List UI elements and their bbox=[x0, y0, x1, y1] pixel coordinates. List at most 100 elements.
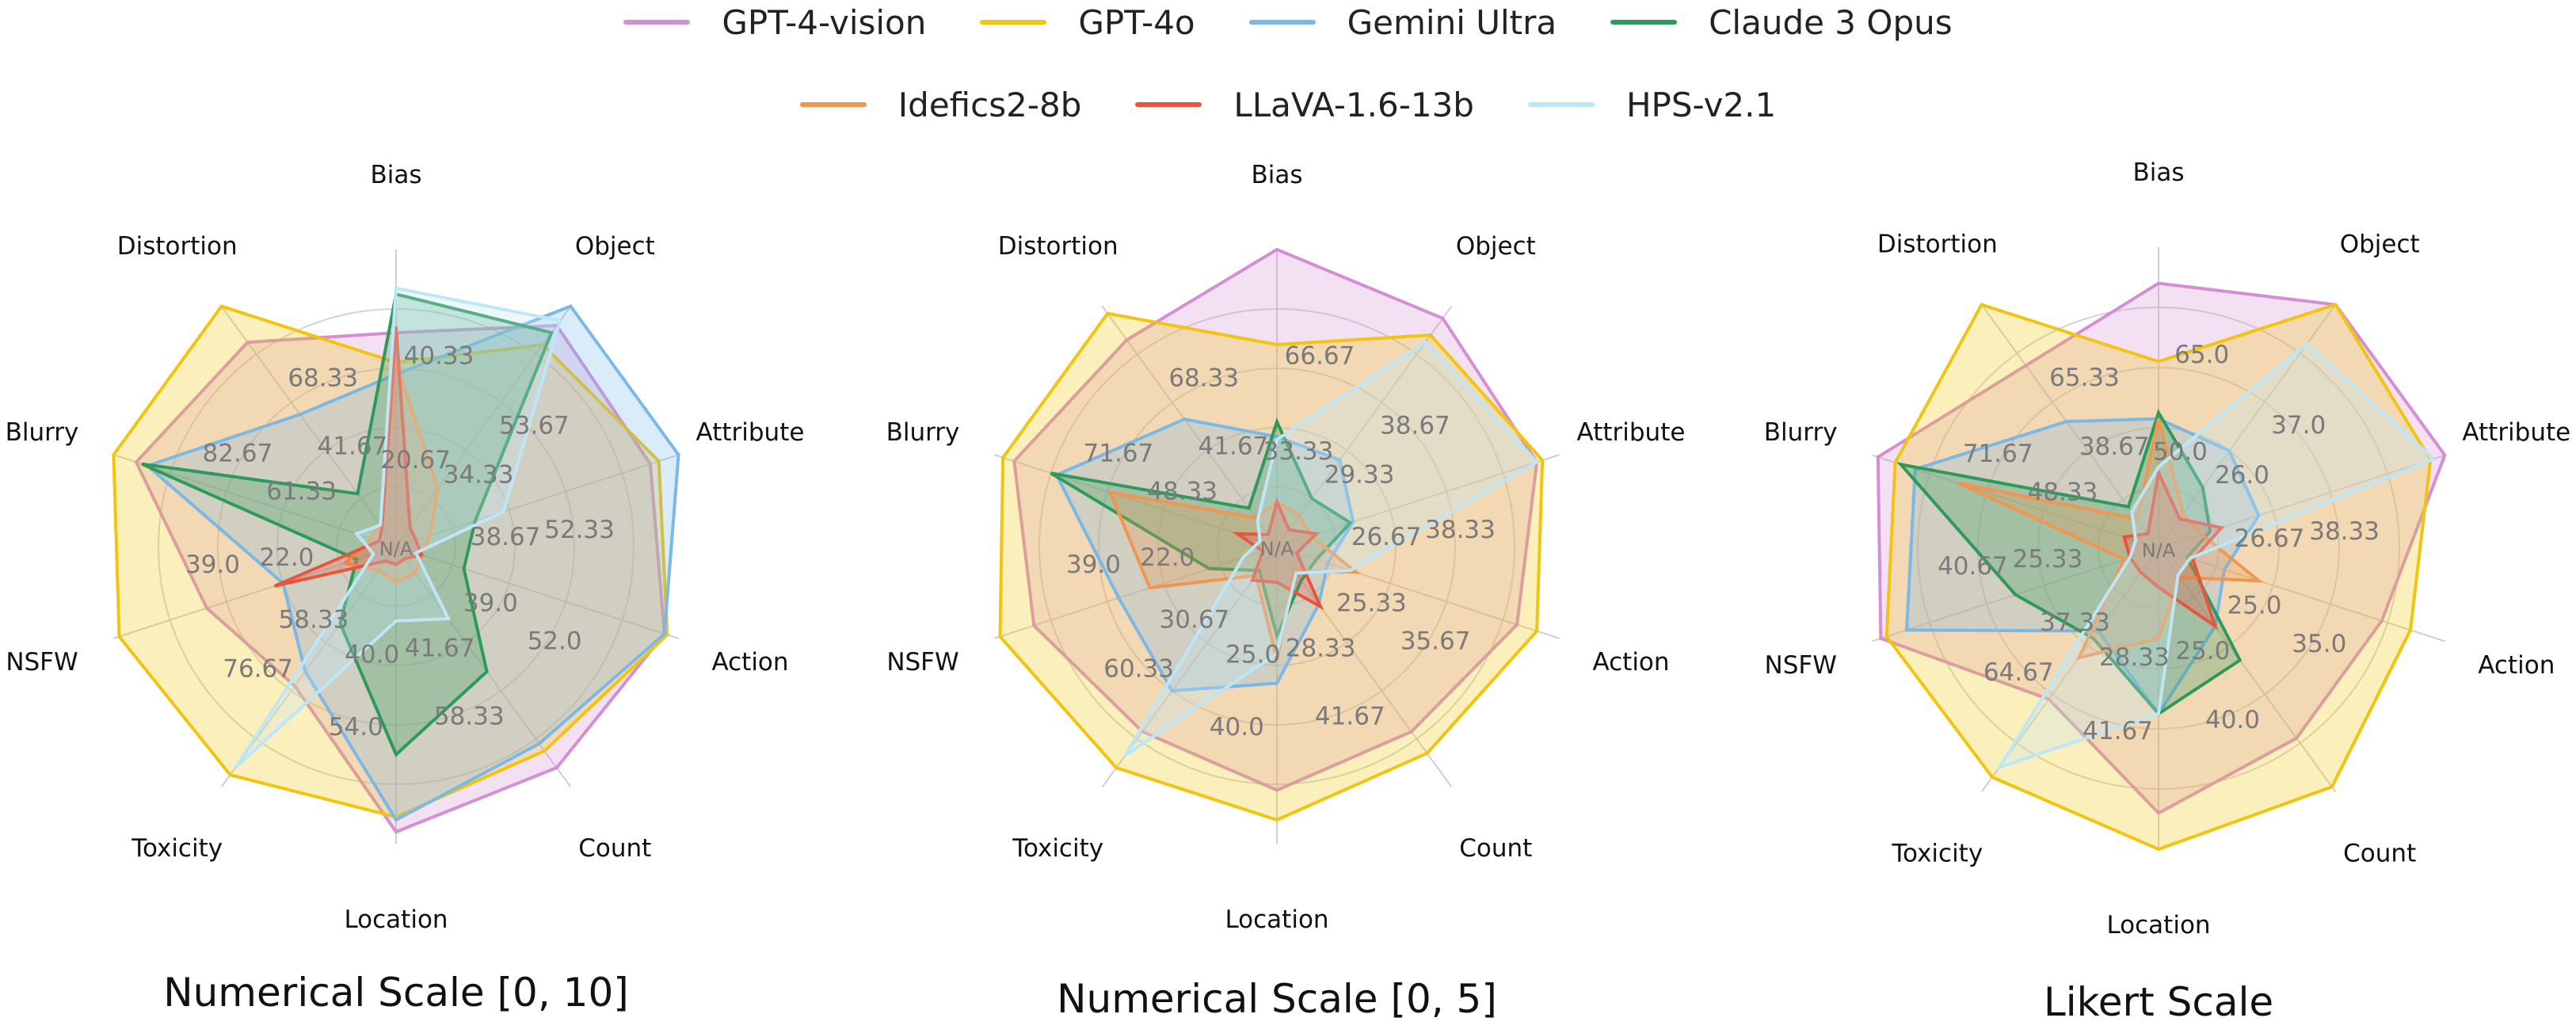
value-label: 38.33 bbox=[1425, 516, 1496, 544]
axis-spoke bbox=[395, 546, 572, 787]
value-label: 39.0 bbox=[185, 551, 240, 579]
axis-spoke bbox=[113, 546, 397, 639]
category-label: Toxicity bbox=[1012, 834, 1103, 863]
value-label: 25.0 bbox=[2175, 637, 2230, 665]
value-label: 28.33 bbox=[1286, 634, 1356, 662]
value-label: N/A bbox=[379, 538, 413, 560]
legend-label: Claude 3 Opus bbox=[1709, 2, 1953, 42]
value-label: 60.33 bbox=[1103, 655, 1174, 684]
value-label: 26.67 bbox=[1351, 523, 1422, 551]
value-label: 25.33 bbox=[1336, 589, 1407, 618]
category-label: Action bbox=[1592, 648, 1669, 677]
value-label: 48.33 bbox=[1147, 477, 1218, 505]
series-polygon bbox=[1884, 303, 2433, 852]
legend-item: GPT-4-vision bbox=[623, 3, 926, 42]
axis-spoke bbox=[395, 546, 679, 639]
chart-title: Numerical Scale [0, 10] bbox=[163, 970, 629, 1016]
value-label: 25.33 bbox=[2013, 545, 2083, 574]
legend-swatch bbox=[623, 20, 691, 25]
value-label: 30.67 bbox=[1160, 606, 1230, 635]
category-label: Bias bbox=[2132, 158, 2184, 187]
radar-chart: Bias Object Attribute Action Count Location To… bbox=[6, 161, 805, 1016]
value-label: 58.33 bbox=[279, 606, 349, 635]
value-label: 40.0 bbox=[345, 640, 399, 669]
legend-row-2: Idefics2-8b LLaVA-1.6-13b HPS-v2.1 bbox=[0, 82, 2576, 127]
series-polygon bbox=[1876, 281, 2447, 815]
value-label: 39.0 bbox=[1066, 551, 1121, 579]
category-label: Count bbox=[578, 834, 651, 863]
axis-spoke bbox=[994, 546, 1278, 639]
category-label: Bias bbox=[1251, 161, 1302, 189]
category-label: Count bbox=[2343, 839, 2416, 867]
value-label: 25.0 bbox=[2227, 592, 2281, 620]
category-label: Object bbox=[575, 232, 655, 261]
value-label: 52.0 bbox=[528, 627, 582, 655]
series-polygon bbox=[273, 326, 424, 588]
value-label: 41.67 bbox=[2083, 717, 2153, 745]
legend-label: LLaVA-1.6-13b bbox=[1233, 85, 1474, 124]
category-label: Bias bbox=[370, 161, 421, 189]
value-label: 58.33 bbox=[434, 702, 505, 730]
value-label: 38.33 bbox=[2309, 517, 2380, 546]
series-polygon bbox=[341, 361, 440, 585]
value-label: 28.33 bbox=[2099, 643, 2170, 672]
legend-swatch bbox=[799, 102, 867, 107]
category-label: Count bbox=[1459, 834, 1532, 863]
legend-label: Gemini Ultra bbox=[1347, 2, 1557, 42]
value-label: 82.67 bbox=[203, 440, 273, 468]
legend-item: Idefics2-8b bbox=[799, 86, 1081, 124]
category-label: Object bbox=[1456, 232, 1536, 261]
legend-label: GPT-4-vision bbox=[722, 2, 927, 42]
axis-spoke bbox=[113, 454, 397, 547]
value-label: 50.0 bbox=[2153, 438, 2208, 467]
category-label: Distortion bbox=[998, 232, 1118, 261]
category-label: Object bbox=[2340, 231, 2420, 259]
category-label: NSFW bbox=[6, 648, 78, 677]
value-label: 26.0 bbox=[2215, 461, 2269, 490]
value-label: 38.67 bbox=[471, 523, 541, 551]
radar-chart: Bias Object Attribute Action Count Location To… bbox=[1764, 158, 2570, 1025]
value-label: 41.67 bbox=[405, 634, 475, 662]
series-polygon bbox=[2122, 467, 2225, 631]
value-label: 40.67 bbox=[1938, 552, 2008, 581]
value-label: 71.67 bbox=[1963, 440, 2033, 468]
value-label: 71.67 bbox=[1084, 440, 1154, 468]
value-label: 35.67 bbox=[1400, 627, 1471, 655]
series-polygon bbox=[1012, 247, 1539, 792]
legend-row-1: GPT-4-vision GPT-4o Gemini Ultra Claude … bbox=[0, 0, 2576, 44]
category-label: Blurry bbox=[1764, 418, 1838, 447]
radar-chart: Bias Object Attribute Action Count Location To… bbox=[886, 161, 1686, 1022]
legend-item: Claude 3 Opus bbox=[1610, 3, 1953, 42]
value-label: 40.0 bbox=[2205, 706, 2260, 734]
value-label: 54.0 bbox=[329, 713, 383, 741]
value-label: 65.33 bbox=[2049, 364, 2120, 392]
legend-item: Gemini Ultra bbox=[1248, 2, 1557, 42]
value-label: 39.0 bbox=[463, 589, 518, 618]
axis-spoke bbox=[1276, 306, 1453, 547]
series-polygon bbox=[1995, 341, 2437, 771]
value-label: 48.33 bbox=[2028, 478, 2098, 506]
category-label: Attribute bbox=[696, 418, 805, 447]
category-label: Distortion bbox=[117, 232, 238, 261]
value-label: 61.33 bbox=[266, 477, 337, 505]
legend-item: LLaVA-1.6-13b bbox=[1135, 86, 1474, 124]
value-label: 22.0 bbox=[1140, 543, 1195, 572]
category-label: Blurry bbox=[6, 418, 79, 447]
value-label: N/A bbox=[2142, 539, 2176, 562]
legend-label: GPT-4o bbox=[1078, 2, 1195, 42]
value-label: 76.67 bbox=[223, 655, 293, 684]
axis-spoke bbox=[220, 306, 397, 547]
category-label: Distortion bbox=[1877, 231, 1998, 259]
value-label: 25.0 bbox=[1225, 640, 1280, 669]
series-polygon bbox=[1123, 340, 1540, 757]
value-label: 26.67 bbox=[2235, 524, 2305, 553]
value-label: 64.67 bbox=[1983, 658, 2054, 687]
value-label: 68.33 bbox=[1168, 364, 1239, 393]
chart-legend: GPT-4-vision GPT-4o Gemini Ultra Claude … bbox=[0, 0, 2576, 135]
value-label: 38.67 bbox=[2079, 433, 2150, 461]
legend-item: GPT-4o bbox=[980, 3, 1195, 42]
chart-title: Likert Scale bbox=[2044, 979, 2273, 1025]
series-polygon bbox=[1957, 418, 2264, 661]
value-label: 37.0 bbox=[2271, 411, 2326, 440]
